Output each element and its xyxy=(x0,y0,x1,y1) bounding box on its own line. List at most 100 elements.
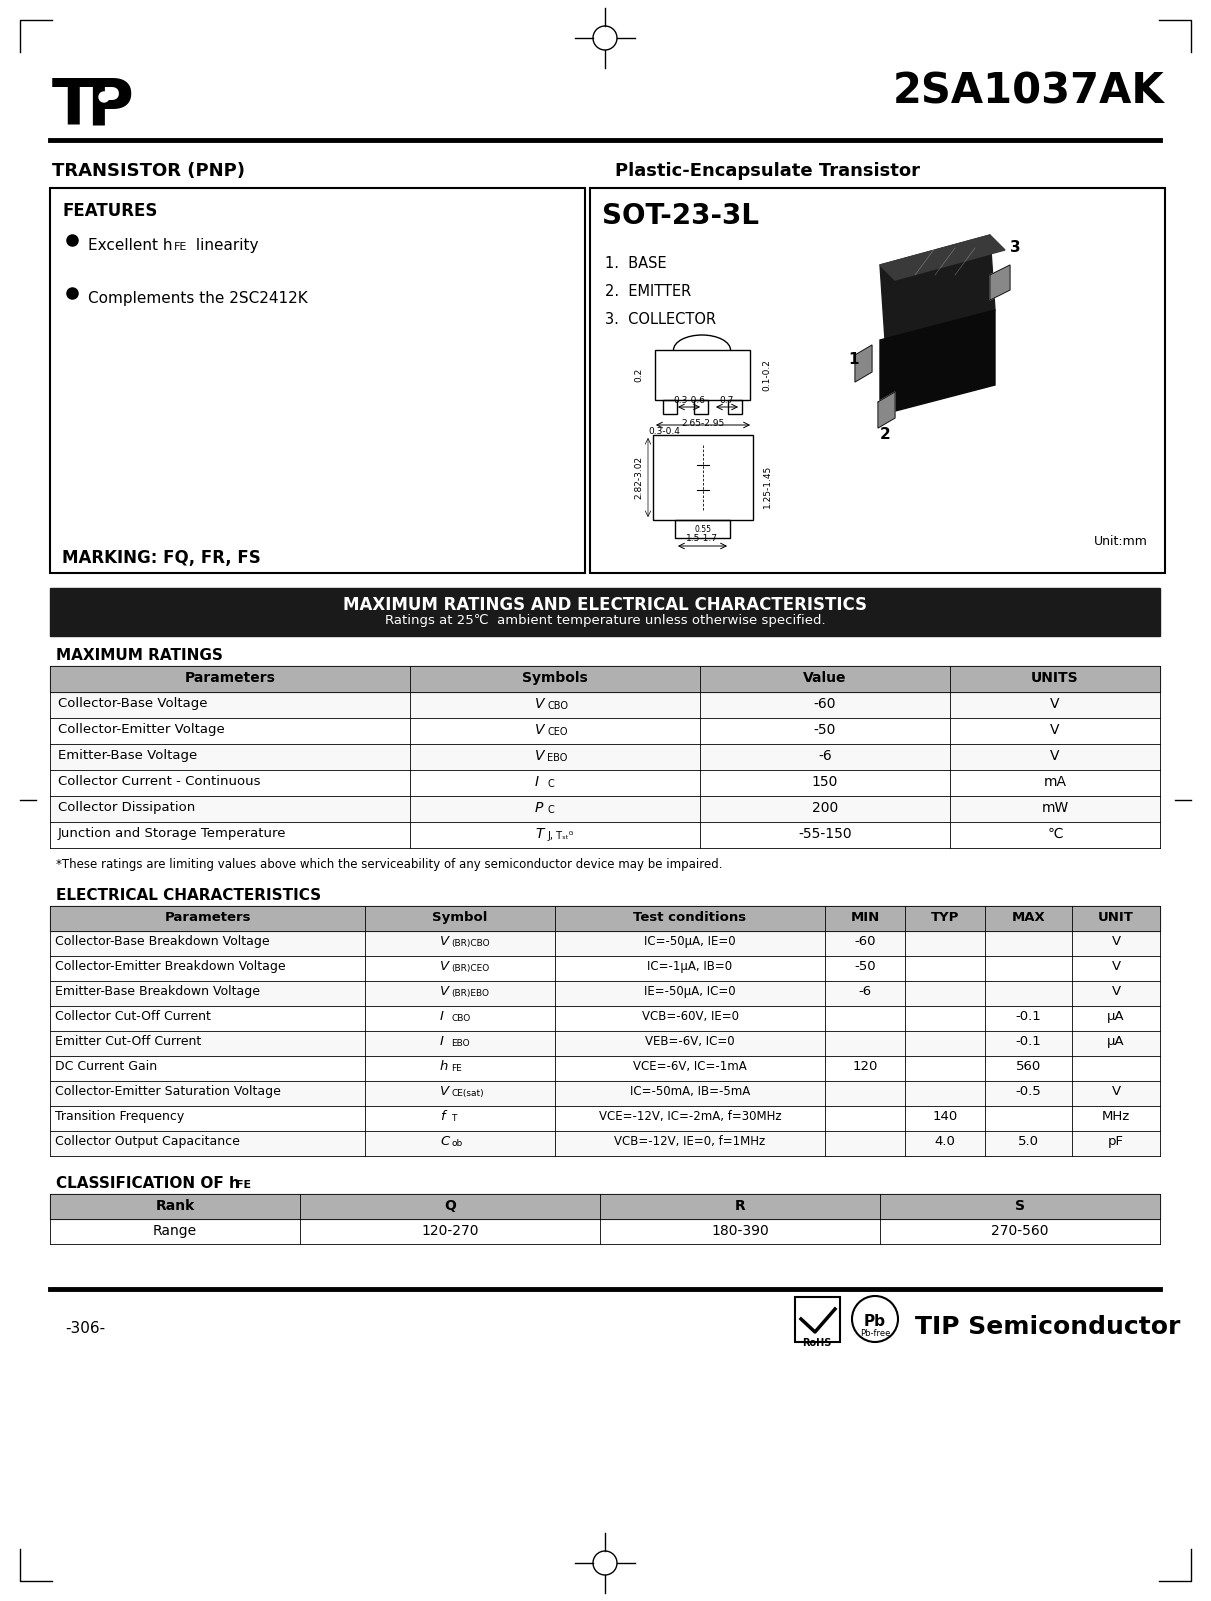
Text: Unit:mm: Unit:mm xyxy=(1094,535,1148,548)
Text: IC=-50mA, IB=-5mA: IC=-50mA, IB=-5mA xyxy=(630,1085,750,1098)
Bar xyxy=(590,187,1165,573)
Text: 4.0: 4.0 xyxy=(935,1135,955,1148)
Text: h: h xyxy=(440,1060,448,1073)
Text: VEB=-6V, IC=0: VEB=-6V, IC=0 xyxy=(645,1034,735,1049)
Text: VCB=-12V, IE=0, f=1MHz: VCB=-12V, IE=0, f=1MHz xyxy=(614,1135,765,1148)
Text: MARKING: FQ, FR, FS: MARKING: FQ, FR, FS xyxy=(62,549,260,567)
Text: V: V xyxy=(1112,935,1120,948)
Bar xyxy=(50,932,1160,956)
Text: 3: 3 xyxy=(1010,240,1021,255)
Bar xyxy=(653,435,753,520)
Text: CBO: CBO xyxy=(547,701,568,711)
Text: -50: -50 xyxy=(814,724,836,736)
Text: S: S xyxy=(1015,1199,1025,1214)
Bar xyxy=(794,1297,840,1342)
Polygon shape xyxy=(991,266,1010,299)
Text: MAXIMUM RATINGS AND ELECTRICAL CHARACTERISTICS: MAXIMUM RATINGS AND ELECTRICAL CHARACTER… xyxy=(343,596,867,615)
Bar xyxy=(694,400,708,415)
Text: SOT-23-3L: SOT-23-3L xyxy=(602,202,759,231)
Text: Test conditions: Test conditions xyxy=(633,911,746,924)
Text: -0.1: -0.1 xyxy=(1016,1010,1041,1023)
Text: Q: Q xyxy=(444,1199,455,1214)
Text: 560: 560 xyxy=(1016,1060,1041,1073)
Text: 2.82-3.02: 2.82-3.02 xyxy=(635,455,643,498)
Text: (BR)EBO: (BR)EBO xyxy=(450,989,489,997)
Text: 3.  COLLECTOR: 3. COLLECTOR xyxy=(606,312,716,327)
Polygon shape xyxy=(878,392,895,427)
Bar xyxy=(662,400,677,415)
Text: Pb-free: Pb-free xyxy=(860,1329,890,1338)
Text: Range: Range xyxy=(153,1225,197,1238)
Text: Parameters: Parameters xyxy=(184,671,275,685)
Text: Collector-Base Voltage: Collector-Base Voltage xyxy=(58,696,207,709)
Text: VCE=-6V, IC=-1mA: VCE=-6V, IC=-1mA xyxy=(633,1060,747,1073)
Text: CLASSIFICATION OF h: CLASSIFICATION OF h xyxy=(56,1177,240,1191)
Text: C: C xyxy=(547,805,553,815)
Text: pF: pF xyxy=(1108,1135,1124,1148)
Text: 140: 140 xyxy=(932,1109,958,1122)
Text: FEATURES: FEATURES xyxy=(62,202,157,219)
Text: VCE=-12V, IC=-2mA, f=30MHz: VCE=-12V, IC=-2mA, f=30MHz xyxy=(598,1109,781,1122)
Bar xyxy=(50,666,1160,692)
Text: V: V xyxy=(535,724,545,736)
Text: Rank: Rank xyxy=(155,1199,195,1214)
Text: mW: mW xyxy=(1041,800,1068,815)
Text: V: V xyxy=(1112,1085,1120,1098)
Text: -60: -60 xyxy=(854,935,876,948)
Text: V: V xyxy=(1050,749,1060,764)
Text: V: V xyxy=(440,961,449,973)
Text: MAX: MAX xyxy=(1011,911,1045,924)
Text: 180-390: 180-390 xyxy=(711,1225,769,1238)
Text: 1.5-1.7: 1.5-1.7 xyxy=(685,535,718,543)
Text: MAXIMUM RATINGS: MAXIMUM RATINGS xyxy=(56,648,223,663)
Bar xyxy=(50,692,1160,717)
Text: Collector Cut-Off Current: Collector Cut-Off Current xyxy=(54,1010,211,1023)
Text: 5.0: 5.0 xyxy=(1018,1135,1039,1148)
Text: IC=-50μA, IE=0: IC=-50μA, IE=0 xyxy=(644,935,736,948)
Text: Plastic-Encapsulate Transistor: Plastic-Encapsulate Transistor xyxy=(615,162,920,179)
Text: mA: mA xyxy=(1044,775,1067,789)
Text: R: R xyxy=(735,1199,746,1214)
Text: Ratings at 25℃  ambient temperature unless otherwise specified.: Ratings at 25℃ ambient temperature unles… xyxy=(385,615,826,628)
Text: μA: μA xyxy=(1107,1010,1125,1023)
Text: MIN: MIN xyxy=(850,911,879,924)
Text: 150: 150 xyxy=(811,775,838,789)
Text: 1.  BASE: 1. BASE xyxy=(606,256,666,271)
Text: 0.3-0.6: 0.3-0.6 xyxy=(673,395,705,405)
Ellipse shape xyxy=(99,91,109,102)
Text: Symbol: Symbol xyxy=(432,911,488,924)
Text: 2.  EMITTER: 2. EMITTER xyxy=(606,283,691,299)
Bar xyxy=(50,1194,1160,1218)
Text: VCB=-60V, IE=0: VCB=-60V, IE=0 xyxy=(642,1010,739,1023)
Text: 0.2: 0.2 xyxy=(635,368,643,383)
Text: UNIT: UNIT xyxy=(1098,911,1133,924)
Bar xyxy=(50,1130,1160,1156)
Text: f: f xyxy=(440,1109,444,1122)
Text: Parameters: Parameters xyxy=(165,911,251,924)
Text: Pb: Pb xyxy=(863,1314,886,1329)
Text: (BR)CBO: (BR)CBO xyxy=(450,940,489,948)
Text: V: V xyxy=(1112,961,1120,973)
Text: 1: 1 xyxy=(848,352,859,367)
Text: Value: Value xyxy=(803,671,846,685)
Text: *These ratings are limiting values above which the serviceability of any semicon: *These ratings are limiting values above… xyxy=(56,858,723,871)
Text: -55-150: -55-150 xyxy=(798,828,851,841)
Text: V: V xyxy=(535,696,545,711)
Text: 200: 200 xyxy=(811,800,838,815)
Text: 2SA1037AK: 2SA1037AK xyxy=(894,70,1165,112)
Text: Collector Output Capacitance: Collector Output Capacitance xyxy=(54,1135,240,1148)
Text: Emitter-Base Breakdown Voltage: Emitter-Base Breakdown Voltage xyxy=(54,985,260,997)
Text: -0.5: -0.5 xyxy=(1016,1085,1041,1098)
Text: 120-270: 120-270 xyxy=(421,1225,478,1238)
Text: V: V xyxy=(1050,696,1060,711)
Text: V: V xyxy=(1050,724,1060,736)
Text: I: I xyxy=(535,775,539,789)
Text: IE=-50μA, IC=0: IE=-50μA, IC=0 xyxy=(644,985,736,997)
Text: 270-560: 270-560 xyxy=(992,1225,1049,1238)
Polygon shape xyxy=(880,311,995,415)
Text: UNITS: UNITS xyxy=(1032,671,1079,685)
Text: 0.1-0.2: 0.1-0.2 xyxy=(762,359,771,391)
Text: ob: ob xyxy=(450,1138,463,1148)
Text: V: V xyxy=(535,749,545,764)
Text: V: V xyxy=(440,985,449,997)
